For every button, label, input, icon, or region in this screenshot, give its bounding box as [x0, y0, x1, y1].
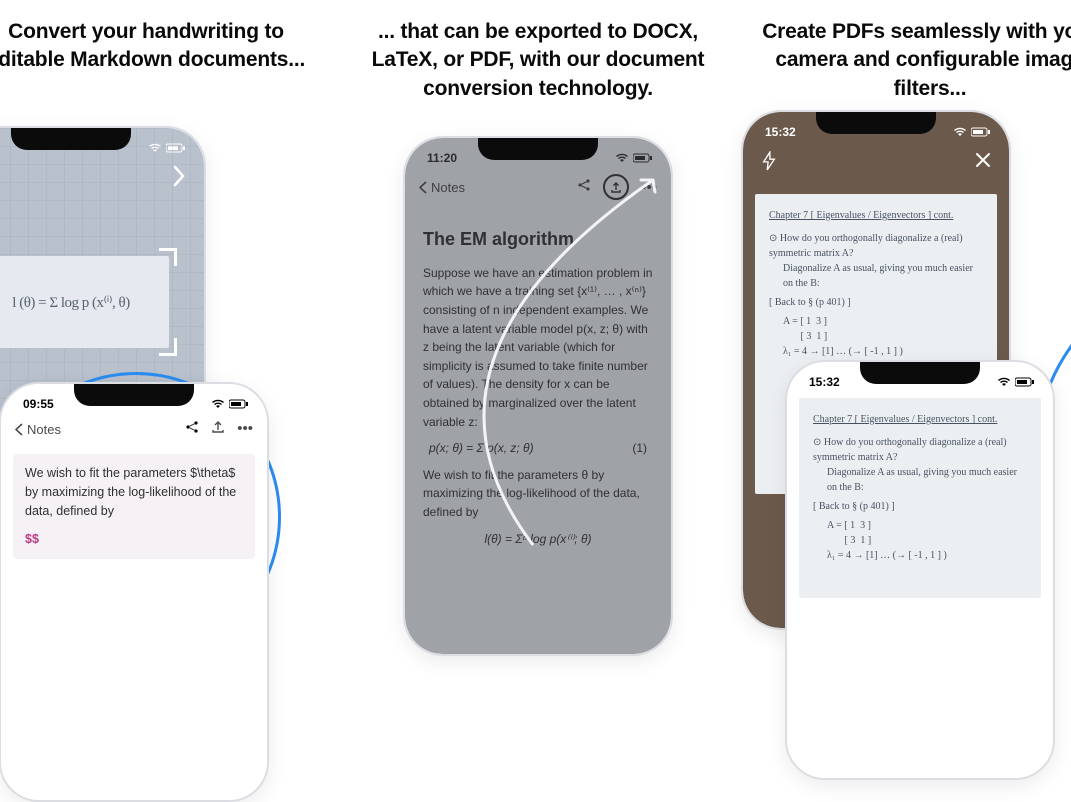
panel-pdf: Create PDFs seamlessly with your camera … [745, 0, 1071, 527]
pdf-page: Chapter 7 [ Eigenvalues / Eigenvectors ]… [799, 398, 1041, 598]
upload-icon[interactable] [211, 420, 225, 438]
equation-2: l(θ) = Σⁿ log p(x⁽ⁱ⁾; θ) [485, 530, 592, 549]
panel3-headline: Create PDFs seamlessly with your camera … [745, 0, 1071, 119]
panel-handwriting: Convert your handwriting to editable Mar… [0, 0, 331, 527]
back-button[interactable]: Notes [15, 422, 61, 437]
document-body: The EM algorithm Suppose we have an esti… [405, 206, 671, 566]
markdown-preview: We wish to fit the parameters $\theta$ b… [13, 454, 255, 559]
equation-1-number: (1) [632, 439, 647, 458]
doc-title: The EM algorithm [423, 226, 653, 254]
note-text: We wish to fit the parameters $\theta$ b… [25, 464, 243, 520]
more-icon[interactable]: ••• [237, 420, 253, 438]
sheet-matrix: A = [ 1 3 ] [ 3 1 ] [783, 314, 983, 344]
handwritten-formula: l (θ) = Σ log p (x⁽ⁱ⁾, θ) [0, 256, 169, 348]
doc-paragraph-2: We wish to fit the parameters θ by maxim… [423, 466, 653, 522]
panel-export: ... that can be exported to DOCX, LaTeX,… [353, 0, 723, 527]
close-icon[interactable] [975, 148, 991, 174]
sheet-line4: λ₁ = 4 → [1] … (→ [ -1 , 1 ] ) [783, 344, 983, 359]
markdown-result-phone: 09:55 Notes ••• [0, 382, 269, 802]
flash-icon[interactable] [761, 151, 777, 171]
back-button[interactable]: Notes [419, 180, 465, 195]
back-label: Notes [27, 422, 61, 437]
status-icons [953, 127, 991, 137]
sheet-line3: [ Back to § (p 401) ] [769, 295, 983, 310]
sheet-line4: λ₁ = 4 → [1] … (→ [ -1 , 1 ] ) [827, 548, 1027, 563]
note-math-accent: $$ [25, 530, 243, 549]
status-icons [211, 399, 249, 409]
upload-icon[interactable] [603, 174, 629, 200]
share-icon[interactable] [577, 178, 591, 196]
panel2-headline: ... that can be exported to DOCX, LaTeX,… [353, 0, 723, 119]
status-time: 15:32 [809, 375, 840, 389]
sheet-header: Chapter 7 [ Eigenvalues / Eigenvectors ]… [813, 412, 1027, 427]
doc-paragraph-1: Suppose we have an estimation problem in… [423, 264, 653, 431]
sheet-matrix: A = [ 1 3 ] [ 3 1 ] [827, 518, 1027, 548]
sheet-line1: ⊙ How do you orthogonally diagonalize a … [813, 435, 1027, 465]
back-label: Notes [431, 180, 465, 195]
scan-frame: l (θ) = Σ log p (x⁽ⁱ⁾, θ) [0, 256, 169, 348]
status-time: 11:20 [427, 151, 457, 165]
panel1-headline: Convert your handwriting to editable Mar… [0, 0, 331, 91]
chevron-right-icon[interactable] [172, 164, 186, 188]
sheet-header: Chapter 7 [ Eigenvalues / Eigenvectors ]… [769, 208, 983, 223]
sheet-line2: Diagonalize A as usual, giving you much … [783, 261, 983, 291]
status-icons [615, 153, 653, 163]
status-time: 09:55 [23, 397, 54, 411]
pdf-result-phone: 15:32 Chapter 7 [ Eigenvalues / Eigenvec… [785, 360, 1055, 780]
equation-1: p(x; θ) = Σ p(x, z; θ) [429, 439, 534, 458]
status-time: 15:32 [765, 125, 796, 139]
status-icons [997, 377, 1035, 387]
sheet-line3: [ Back to § (p 401) ] [813, 499, 1027, 514]
sheet-line2: Diagonalize A as usual, giving you much … [827, 465, 1027, 495]
document-phone: 11:20 Notes ••• [403, 136, 673, 656]
share-icon[interactable] [185, 420, 199, 438]
more-icon[interactable]: ••• [641, 179, 657, 196]
sheet-line1: ⊙ How do you orthogonally diagonalize a … [769, 231, 983, 261]
